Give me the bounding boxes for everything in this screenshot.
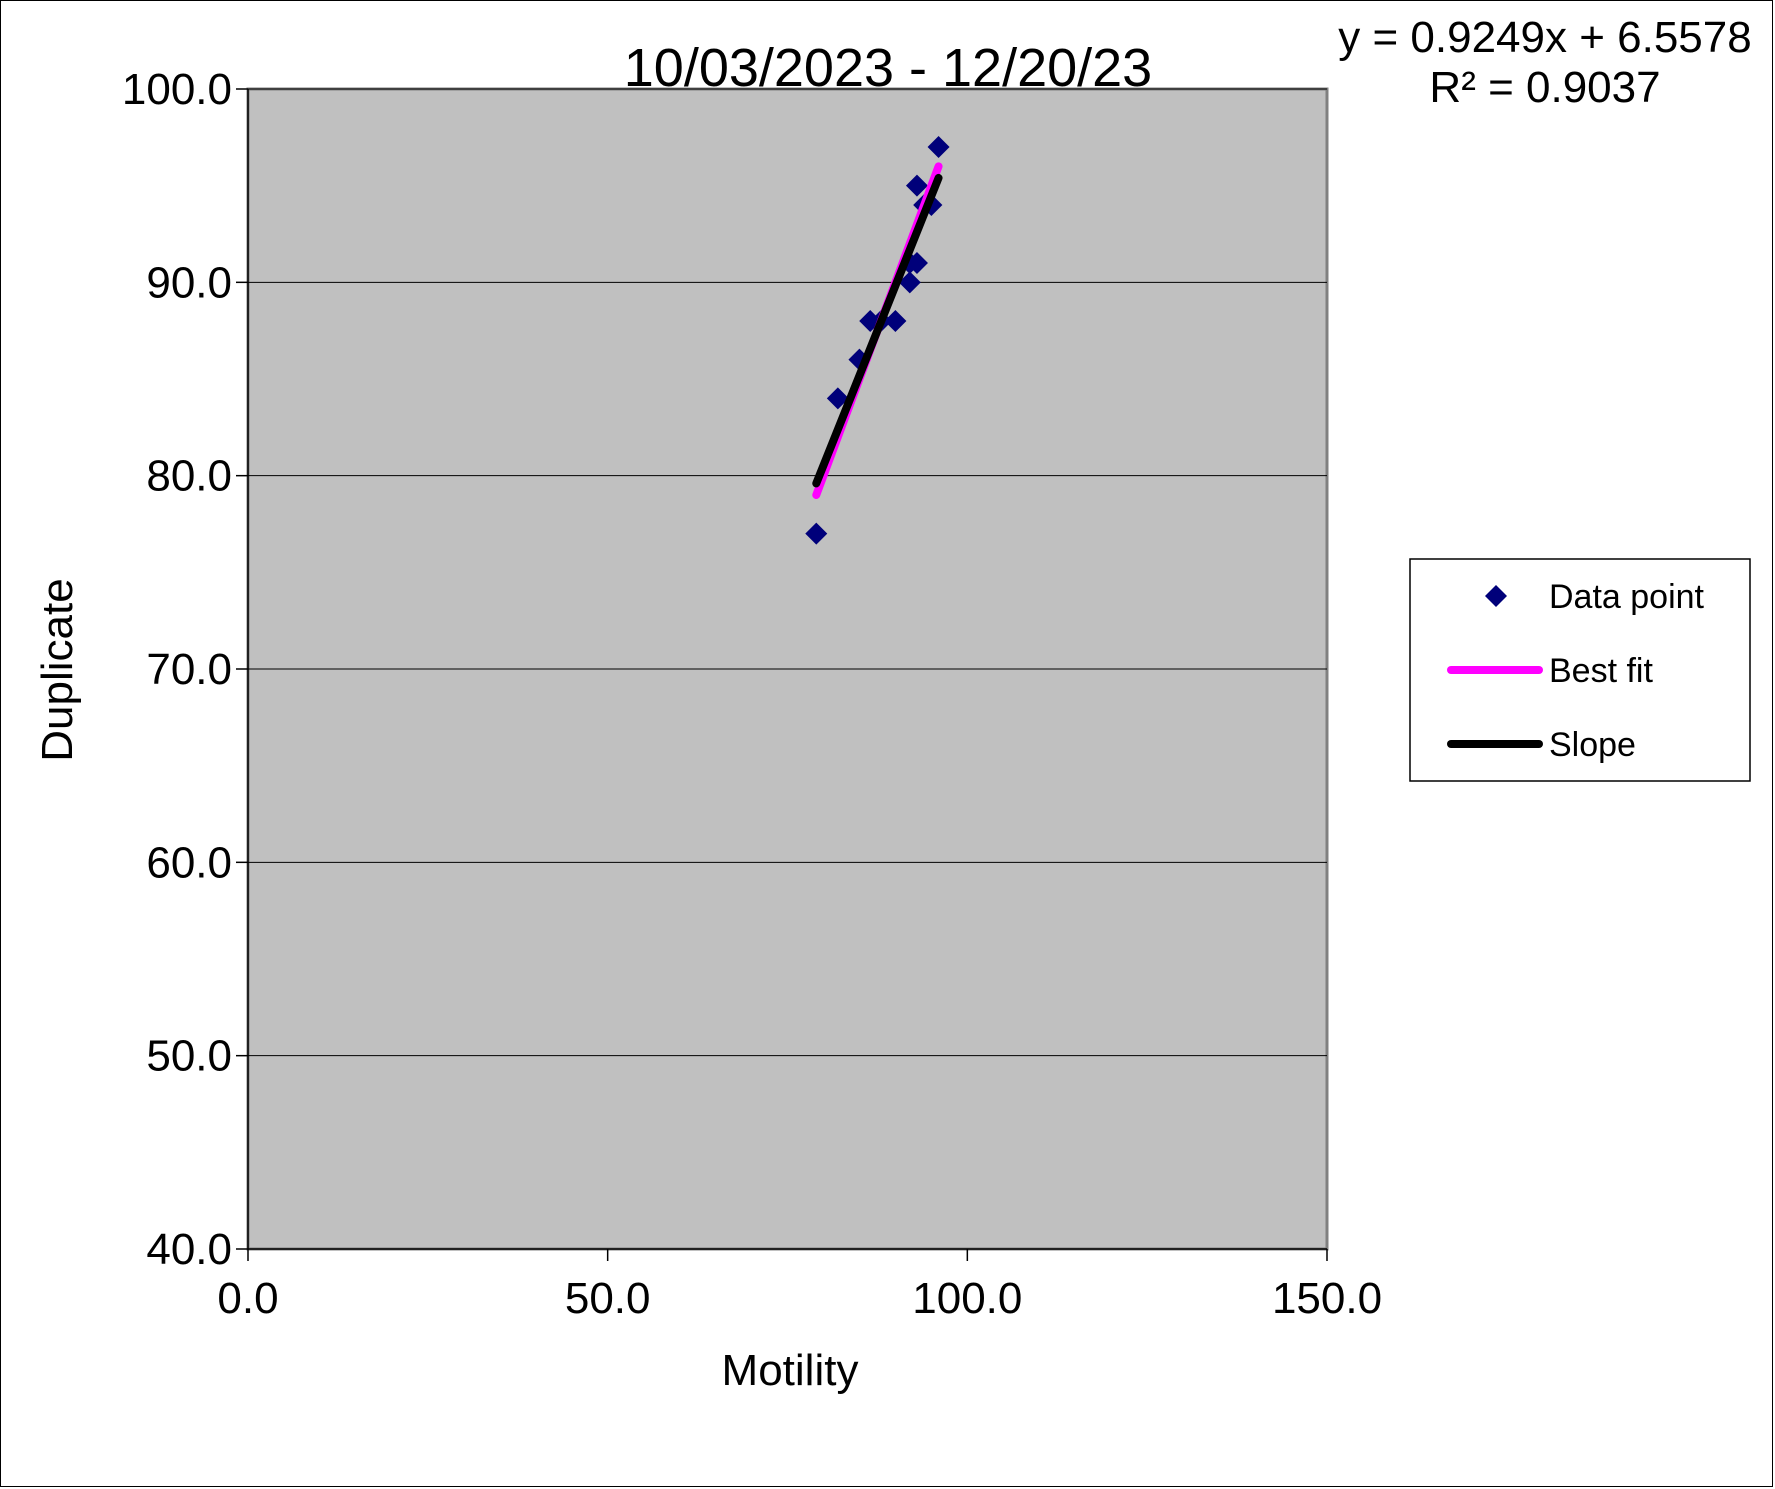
y-tick-label: 80.0 — [146, 452, 232, 501]
data-point-marker — [826, 387, 849, 410]
y-tick-label: 100.0 — [122, 65, 232, 114]
trendline-r-squared: R² = 0.9037 — [1429, 63, 1660, 112]
slope-line — [812, 173, 943, 488]
data-point-marker — [898, 271, 921, 294]
legend-swatch-marker — [1485, 585, 1507, 607]
axes — [236, 88, 1328, 1261]
x-tick-label: 0.0 — [217, 1274, 278, 1323]
x-tick-label: 100.0 — [912, 1274, 1022, 1323]
data-point-marker — [884, 310, 907, 332]
y-tick-labels: 40.0 50.0 60.0 70.0 80.0 90.0 100.0 — [122, 65, 232, 1274]
y-axis-label: Duplicate — [33, 578, 82, 761]
chart-title: 10/03/2023 - 12/20/23 — [624, 38, 1152, 98]
y-tick-label: 40.0 — [146, 1225, 232, 1274]
data-point-marker — [905, 252, 928, 274]
x-axis-label: Motility — [722, 1346, 859, 1395]
y-tick-label: 90.0 — [146, 258, 232, 307]
gridlines — [248, 88, 1327, 1057]
x-tick-label: 150.0 — [1272, 1274, 1382, 1323]
legend-label: Slope — [1549, 726, 1636, 764]
series-layer — [805, 136, 950, 545]
x-tick-label: 50.0 — [565, 1274, 651, 1323]
legend: Data point Best fit Slope — [1409, 558, 1751, 782]
legend-label: Data point — [1549, 578, 1705, 616]
data-point-marker — [927, 136, 950, 158]
y-tick-label: 60.0 — [146, 838, 232, 887]
trendline-equation: y = 0.9249x + 6.5578 — [1338, 13, 1751, 62]
data-point-marker — [905, 174, 928, 197]
y-tick-label: 50.0 — [146, 1032, 232, 1081]
data-point-marker — [805, 522, 828, 545]
x-tick-labels: 0.0 50.0 100.0 150.0 — [217, 1274, 1382, 1323]
y-tick-label: 70.0 — [146, 645, 232, 694]
legend-label: Best fit — [1549, 652, 1653, 690]
